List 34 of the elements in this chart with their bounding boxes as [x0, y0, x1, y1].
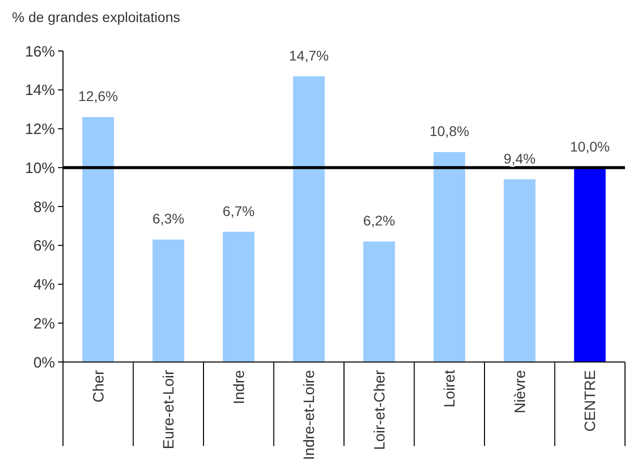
- data-label: 6,7%: [222, 202, 255, 219]
- bar: [293, 76, 325, 362]
- x-tick-label: Indre: [230, 370, 248, 404]
- data-label: 14,7%: [289, 47, 329, 64]
- y-tick-label: 6%: [33, 238, 55, 255]
- x-tick-label: Loiret: [442, 369, 459, 408]
- bar: [434, 152, 466, 362]
- y-tick-label: 2%: [33, 315, 55, 332]
- y-tick-label: 0%: [33, 354, 55, 372]
- data-label: 6,3%: [152, 210, 184, 227]
- bar: [504, 179, 536, 362]
- bar: [574, 168, 606, 362]
- data-label: 10,0%: [570, 138, 610, 155]
- y-tick-label: 16%: [24, 43, 55, 60]
- bar: [363, 241, 395, 362]
- bar: [222, 232, 254, 362]
- x-tick-label: CENTRE: [582, 370, 600, 432]
- data-label: 9,4%: [504, 150, 536, 166]
- x-tick-label: Eure-et-Loir: [160, 370, 178, 450]
- data-label: 6,2%: [363, 212, 396, 228]
- y-tick-label: 12%: [24, 121, 55, 138]
- data-label: 12,6%: [78, 88, 118, 104]
- x-tick-label: Indre-et-Loire: [301, 370, 318, 460]
- x-tick-label: Loir-et-Cher: [371, 370, 388, 450]
- y-tick-label: 8%: [33, 198, 55, 216]
- data-label: 10,8%: [430, 123, 470, 140]
- x-tick-label: Cher: [90, 370, 108, 403]
- x-tick-label: Nièvre: [512, 370, 529, 414]
- y-tick-label: 10%: [24, 160, 55, 177]
- y-axis-title: % de grandes exploitations: [12, 9, 180, 25]
- bar: [152, 240, 184, 362]
- bar: [82, 117, 114, 362]
- y-tick-label: 4%: [33, 276, 55, 294]
- y-tick-label: 14%: [24, 82, 55, 100]
